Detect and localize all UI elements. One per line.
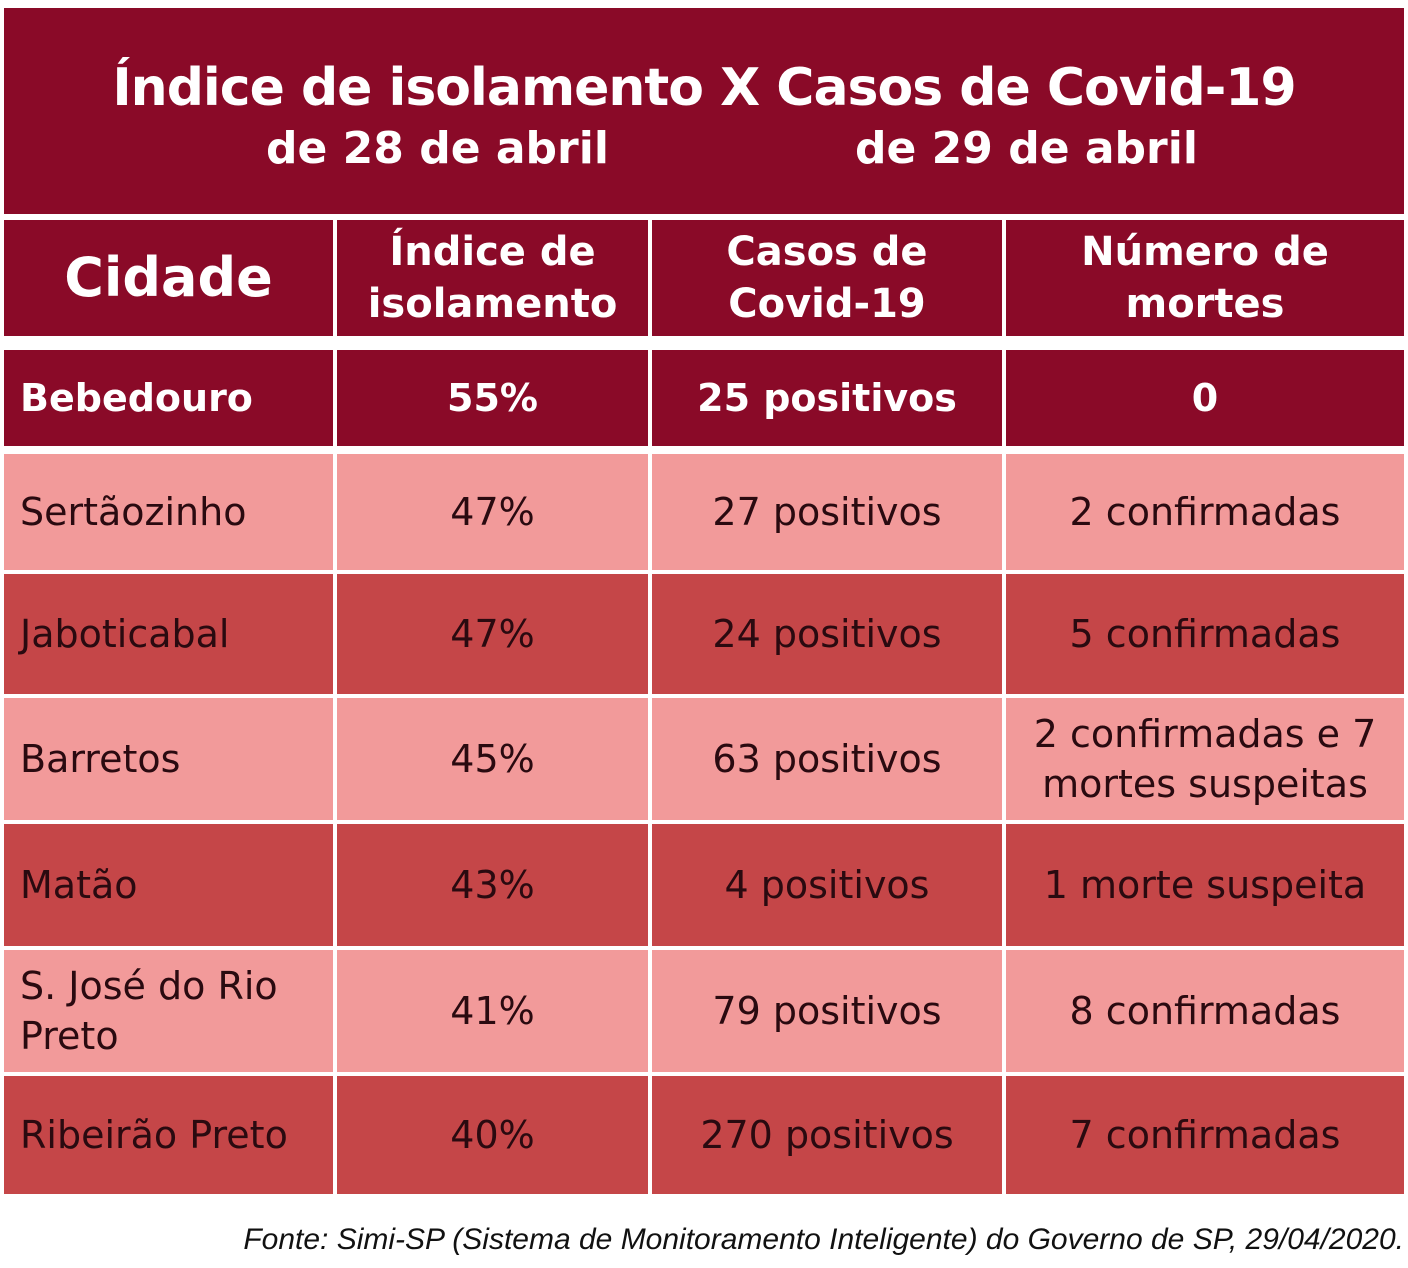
table-cell-isolation: 45% (337, 698, 648, 820)
table-frame: Índice de isolamento X Casos de Covid-19… (4, 8, 1404, 1196)
table-cell-isolation: 47% (337, 574, 648, 694)
table-cell-deaths: 0 (1006, 350, 1404, 446)
table-cell-deaths: 7 confirmadas (1006, 1076, 1404, 1194)
table-cell-deaths: 8 confirmadas (1006, 950, 1404, 1072)
table-cell-city: S. José do Rio Preto (4, 950, 333, 1072)
table-cell-isolation: 40% (337, 1076, 648, 1194)
table-cell-cases: 4 positivos (652, 824, 1002, 946)
table-cell-cases: 270 positivos (652, 1076, 1002, 1194)
table-cell-isolation: 55% (337, 350, 648, 446)
chart-subtitle-left: de 28 de abril (266, 123, 609, 174)
table-cell-isolation: 47% (337, 454, 648, 570)
table-cell-city: Matão (4, 824, 333, 946)
table-cell-city: Bebedouro (4, 350, 333, 446)
table-cell-cases: 79 positivos (652, 950, 1002, 1072)
table-cell-city: Barretos (4, 698, 333, 820)
title-box: Índice de isolamento X Casos de Covid-19… (4, 8, 1404, 214)
header-mortes: Número de mortes (1006, 220, 1404, 336)
chart-title: Índice de isolamento X Casos de Covid-19 (112, 58, 1296, 118)
table-cell-deaths: 2 confirmadas (1006, 454, 1404, 570)
header-casos: Casos de Covid-19 (652, 220, 1002, 336)
chart-subtitle-right: de 29 de abril (855, 123, 1198, 174)
table-cell-city: Jaboticabal (4, 574, 333, 694)
source-note: Fonte: Simi-SP (Sistema de Monitoramento… (243, 1223, 1404, 1256)
table-cell-isolation: 43% (337, 824, 648, 946)
table-cell-isolation: 41% (337, 950, 648, 1072)
table-cell-deaths: 2 confirmadas e 7 mortes suspeitas (1006, 698, 1404, 820)
table-cell-cases: 25 positivos (652, 350, 1002, 446)
header-cidade: Cidade (4, 220, 333, 336)
table-cell-cases: 63 positivos (652, 698, 1002, 820)
table-cell-cases: 24 positivos (652, 574, 1002, 694)
table-cell-city: Sertãozinho (4, 454, 333, 570)
table-cell-deaths: 5 confirmadas (1006, 574, 1404, 694)
table-cell-cases: 27 positivos (652, 454, 1002, 570)
table-cell-deaths: 1 morte suspeita (1006, 824, 1404, 946)
header-indice: Índice de isolamento (337, 220, 648, 336)
table-cell-city: Ribeirão Preto (4, 1076, 333, 1194)
